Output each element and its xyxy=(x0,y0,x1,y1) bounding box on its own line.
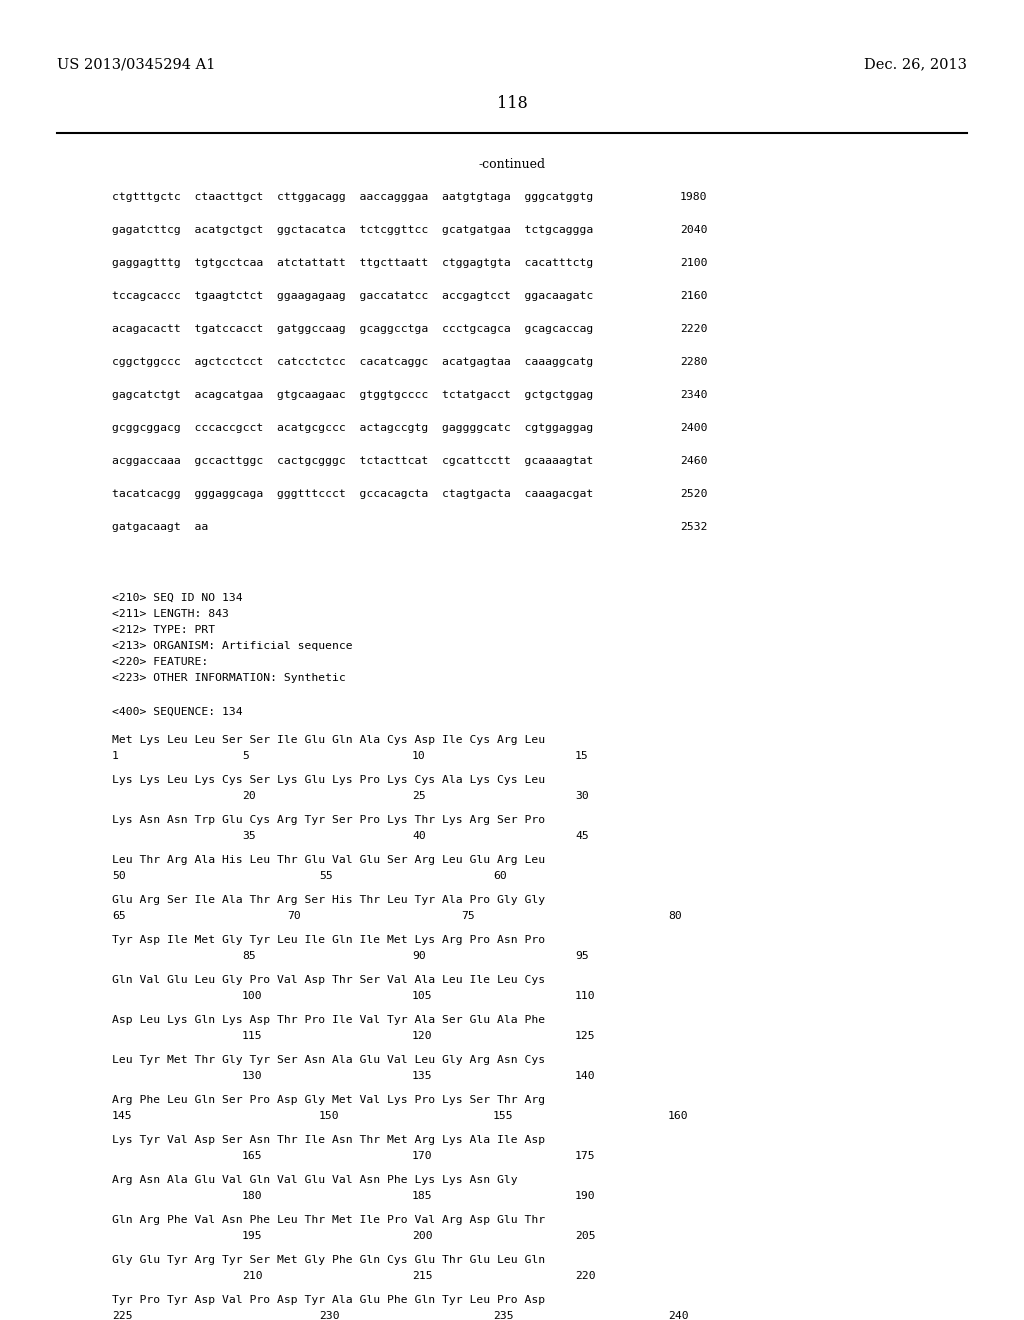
Text: 175: 175 xyxy=(575,1151,596,1162)
Text: ctgtttgctc  ctaacttgct  cttggacagg  aaccagggaa  aatgtgtaga  gggcatggtg: ctgtttgctc ctaacttgct cttggacagg aaccagg… xyxy=(112,191,593,202)
Text: 2400: 2400 xyxy=(680,422,708,433)
Text: 2100: 2100 xyxy=(680,257,708,268)
Text: Arg Phe Leu Gln Ser Pro Asp Gly Met Val Lys Pro Lys Ser Thr Arg: Arg Phe Leu Gln Ser Pro Asp Gly Met Val … xyxy=(112,1096,545,1105)
Text: 15: 15 xyxy=(575,751,589,762)
Text: 85: 85 xyxy=(242,950,256,961)
Text: Tyr Pro Tyr Asp Val Pro Asp Tyr Ala Glu Phe Gln Tyr Leu Pro Asp: Tyr Pro Tyr Asp Val Pro Asp Tyr Ala Glu … xyxy=(112,1295,545,1305)
Text: 200: 200 xyxy=(412,1232,432,1241)
Text: 190: 190 xyxy=(575,1191,596,1201)
Text: 140: 140 xyxy=(575,1071,596,1081)
Text: Glu Arg Ser Ile Ala Thr Arg Ser His Thr Leu Tyr Ala Pro Gly Gly: Glu Arg Ser Ile Ala Thr Arg Ser His Thr … xyxy=(112,895,545,906)
Text: 205: 205 xyxy=(575,1232,596,1241)
Text: <212> TYPE: PRT: <212> TYPE: PRT xyxy=(112,624,215,635)
Text: 20: 20 xyxy=(242,791,256,801)
Text: 35: 35 xyxy=(242,832,256,841)
Text: <210> SEQ ID NO 134: <210> SEQ ID NO 134 xyxy=(112,593,243,603)
Text: 40: 40 xyxy=(412,832,426,841)
Text: 70: 70 xyxy=(287,911,301,921)
Text: 1: 1 xyxy=(112,751,119,762)
Text: 30: 30 xyxy=(575,791,589,801)
Text: 185: 185 xyxy=(412,1191,432,1201)
Text: 2340: 2340 xyxy=(680,389,708,400)
Text: 90: 90 xyxy=(412,950,426,961)
Text: US 2013/0345294 A1: US 2013/0345294 A1 xyxy=(57,57,215,71)
Text: <211> LENGTH: 843: <211> LENGTH: 843 xyxy=(112,609,229,619)
Text: 160: 160 xyxy=(668,1111,688,1121)
Text: 2220: 2220 xyxy=(680,323,708,334)
Text: 235: 235 xyxy=(493,1311,514,1320)
Text: 220: 220 xyxy=(575,1271,596,1280)
Text: Gln Arg Phe Val Asn Phe Leu Thr Met Ile Pro Val Arg Asp Glu Thr: Gln Arg Phe Val Asn Phe Leu Thr Met Ile … xyxy=(112,1214,545,1225)
Text: <400> SEQUENCE: 134: <400> SEQUENCE: 134 xyxy=(112,708,243,717)
Text: tacatcacgg  gggaggcaga  gggtttccct  gccacagcta  ctagtgacta  caaagacgat: tacatcacgg gggaggcaga gggtttccct gccacag… xyxy=(112,488,593,499)
Text: acagacactt  tgatccacct  gatggccaag  gcaggcctga  ccctgcagca  gcagcaccag: acagacactt tgatccacct gatggccaag gcaggcc… xyxy=(112,323,593,334)
Text: gagcatctgt  acagcatgaa  gtgcaagaac  gtggtgcccc  tctatgacct  gctgctggag: gagcatctgt acagcatgaa gtgcaagaac gtggtgc… xyxy=(112,389,593,400)
Text: 10: 10 xyxy=(412,751,426,762)
Text: Gln Val Glu Leu Gly Pro Val Asp Thr Ser Val Ala Leu Ile Leu Cys: Gln Val Glu Leu Gly Pro Val Asp Thr Ser … xyxy=(112,975,545,985)
Text: 65: 65 xyxy=(112,911,126,921)
Text: gatgacaagt  aa: gatgacaagt aa xyxy=(112,521,208,532)
Text: 5: 5 xyxy=(242,751,249,762)
Text: Lys Lys Leu Lys Cys Ser Lys Glu Lys Pro Lys Cys Ala Lys Cys Leu: Lys Lys Leu Lys Cys Ser Lys Glu Lys Pro … xyxy=(112,775,545,785)
Text: tccagcaccc  tgaagtctct  ggaagagaag  gaccatatcc  accgagtcct  ggacaagatc: tccagcaccc tgaagtctct ggaagagaag gaccata… xyxy=(112,290,593,301)
Text: 50: 50 xyxy=(112,871,126,880)
Text: Met Lys Leu Leu Ser Ser Ile Glu Gln Ala Cys Asp Ile Cys Arg Leu: Met Lys Leu Leu Ser Ser Ile Glu Gln Ala … xyxy=(112,735,545,744)
Text: 225: 225 xyxy=(112,1311,133,1320)
Text: <220> FEATURE:: <220> FEATURE: xyxy=(112,657,208,667)
Text: <223> OTHER INFORMATION: Synthetic: <223> OTHER INFORMATION: Synthetic xyxy=(112,673,346,682)
Text: -continued: -continued xyxy=(478,158,546,172)
Text: 25: 25 xyxy=(412,791,426,801)
Text: 2280: 2280 xyxy=(680,356,708,367)
Text: 105: 105 xyxy=(412,991,432,1001)
Text: 110: 110 xyxy=(575,991,596,1001)
Text: 135: 135 xyxy=(412,1071,432,1081)
Text: 130: 130 xyxy=(242,1071,262,1081)
Text: 2520: 2520 xyxy=(680,488,708,499)
Text: 75: 75 xyxy=(461,911,475,921)
Text: 2040: 2040 xyxy=(680,224,708,235)
Text: 155: 155 xyxy=(493,1111,514,1121)
Text: 180: 180 xyxy=(242,1191,262,1201)
Text: 1980: 1980 xyxy=(680,191,708,202)
Text: 215: 215 xyxy=(412,1271,432,1280)
Text: 230: 230 xyxy=(319,1311,340,1320)
Text: 80: 80 xyxy=(668,911,682,921)
Text: 2460: 2460 xyxy=(680,455,708,466)
Text: cggctggccc  agctcctcct  catcctctcc  cacatcaggc  acatgagtaa  caaaggcatg: cggctggccc agctcctcct catcctctcc cacatca… xyxy=(112,356,593,367)
Text: 95: 95 xyxy=(575,950,589,961)
Text: Gly Glu Tyr Arg Tyr Ser Met Gly Phe Gln Cys Glu Thr Glu Leu Gln: Gly Glu Tyr Arg Tyr Ser Met Gly Phe Gln … xyxy=(112,1255,545,1265)
Text: acggaccaaa  gccacttggc  cactgcgggc  tctacttcat  cgcattcctt  gcaaaagtat: acggaccaaa gccacttggc cactgcgggc tctactt… xyxy=(112,455,593,466)
Text: 195: 195 xyxy=(242,1232,262,1241)
Text: Lys Asn Asn Trp Glu Cys Arg Tyr Ser Pro Lys Thr Lys Arg Ser Pro: Lys Asn Asn Trp Glu Cys Arg Tyr Ser Pro … xyxy=(112,814,545,825)
Text: 115: 115 xyxy=(242,1031,262,1041)
Text: 100: 100 xyxy=(242,991,262,1001)
Text: gaggagtttg  tgtgcctcaa  atctattatt  ttgcttaatt  ctggagtgta  cacatttctg: gaggagtttg tgtgcctcaa atctattatt ttgctta… xyxy=(112,257,593,268)
Text: gagatcttcg  acatgctgct  ggctacatca  tctcggttcc  gcatgatgaa  tctgcaggga: gagatcttcg acatgctgct ggctacatca tctcggt… xyxy=(112,224,593,235)
Text: 120: 120 xyxy=(412,1031,432,1041)
Text: 2160: 2160 xyxy=(680,290,708,301)
Text: 2532: 2532 xyxy=(680,521,708,532)
Text: 150: 150 xyxy=(319,1111,340,1121)
Text: Dec. 26, 2013: Dec. 26, 2013 xyxy=(864,57,967,71)
Text: 55: 55 xyxy=(319,871,333,880)
Text: 60: 60 xyxy=(493,871,507,880)
Text: Tyr Asp Ile Met Gly Tyr Leu Ile Gln Ile Met Lys Arg Pro Asn Pro: Tyr Asp Ile Met Gly Tyr Leu Ile Gln Ile … xyxy=(112,935,545,945)
Text: <213> ORGANISM: Artificial sequence: <213> ORGANISM: Artificial sequence xyxy=(112,642,352,651)
Text: 240: 240 xyxy=(668,1311,688,1320)
Text: 170: 170 xyxy=(412,1151,432,1162)
Text: 210: 210 xyxy=(242,1271,262,1280)
Text: 45: 45 xyxy=(575,832,589,841)
Text: Arg Asn Ala Glu Val Gln Val Glu Val Asn Phe Lys Lys Asn Gly: Arg Asn Ala Glu Val Gln Val Glu Val Asn … xyxy=(112,1175,517,1185)
Text: 165: 165 xyxy=(242,1151,262,1162)
Text: Leu Tyr Met Thr Gly Tyr Ser Asn Ala Glu Val Leu Gly Arg Asn Cys: Leu Tyr Met Thr Gly Tyr Ser Asn Ala Glu … xyxy=(112,1055,545,1065)
Text: Leu Thr Arg Ala His Leu Thr Glu Val Glu Ser Arg Leu Glu Arg Leu: Leu Thr Arg Ala His Leu Thr Glu Val Glu … xyxy=(112,855,545,865)
Text: Lys Tyr Val Asp Ser Asn Thr Ile Asn Thr Met Arg Lys Ala Ile Asp: Lys Tyr Val Asp Ser Asn Thr Ile Asn Thr … xyxy=(112,1135,545,1144)
Text: 118: 118 xyxy=(497,95,527,112)
Text: Asp Leu Lys Gln Lys Asp Thr Pro Ile Val Tyr Ala Ser Glu Ala Phe: Asp Leu Lys Gln Lys Asp Thr Pro Ile Val … xyxy=(112,1015,545,1026)
Text: 145: 145 xyxy=(112,1111,133,1121)
Text: gcggcggacg  cccaccgcct  acatgcgccc  actagccgtg  gaggggcatc  cgtggaggag: gcggcggacg cccaccgcct acatgcgccc actagcc… xyxy=(112,422,593,433)
Text: 125: 125 xyxy=(575,1031,596,1041)
